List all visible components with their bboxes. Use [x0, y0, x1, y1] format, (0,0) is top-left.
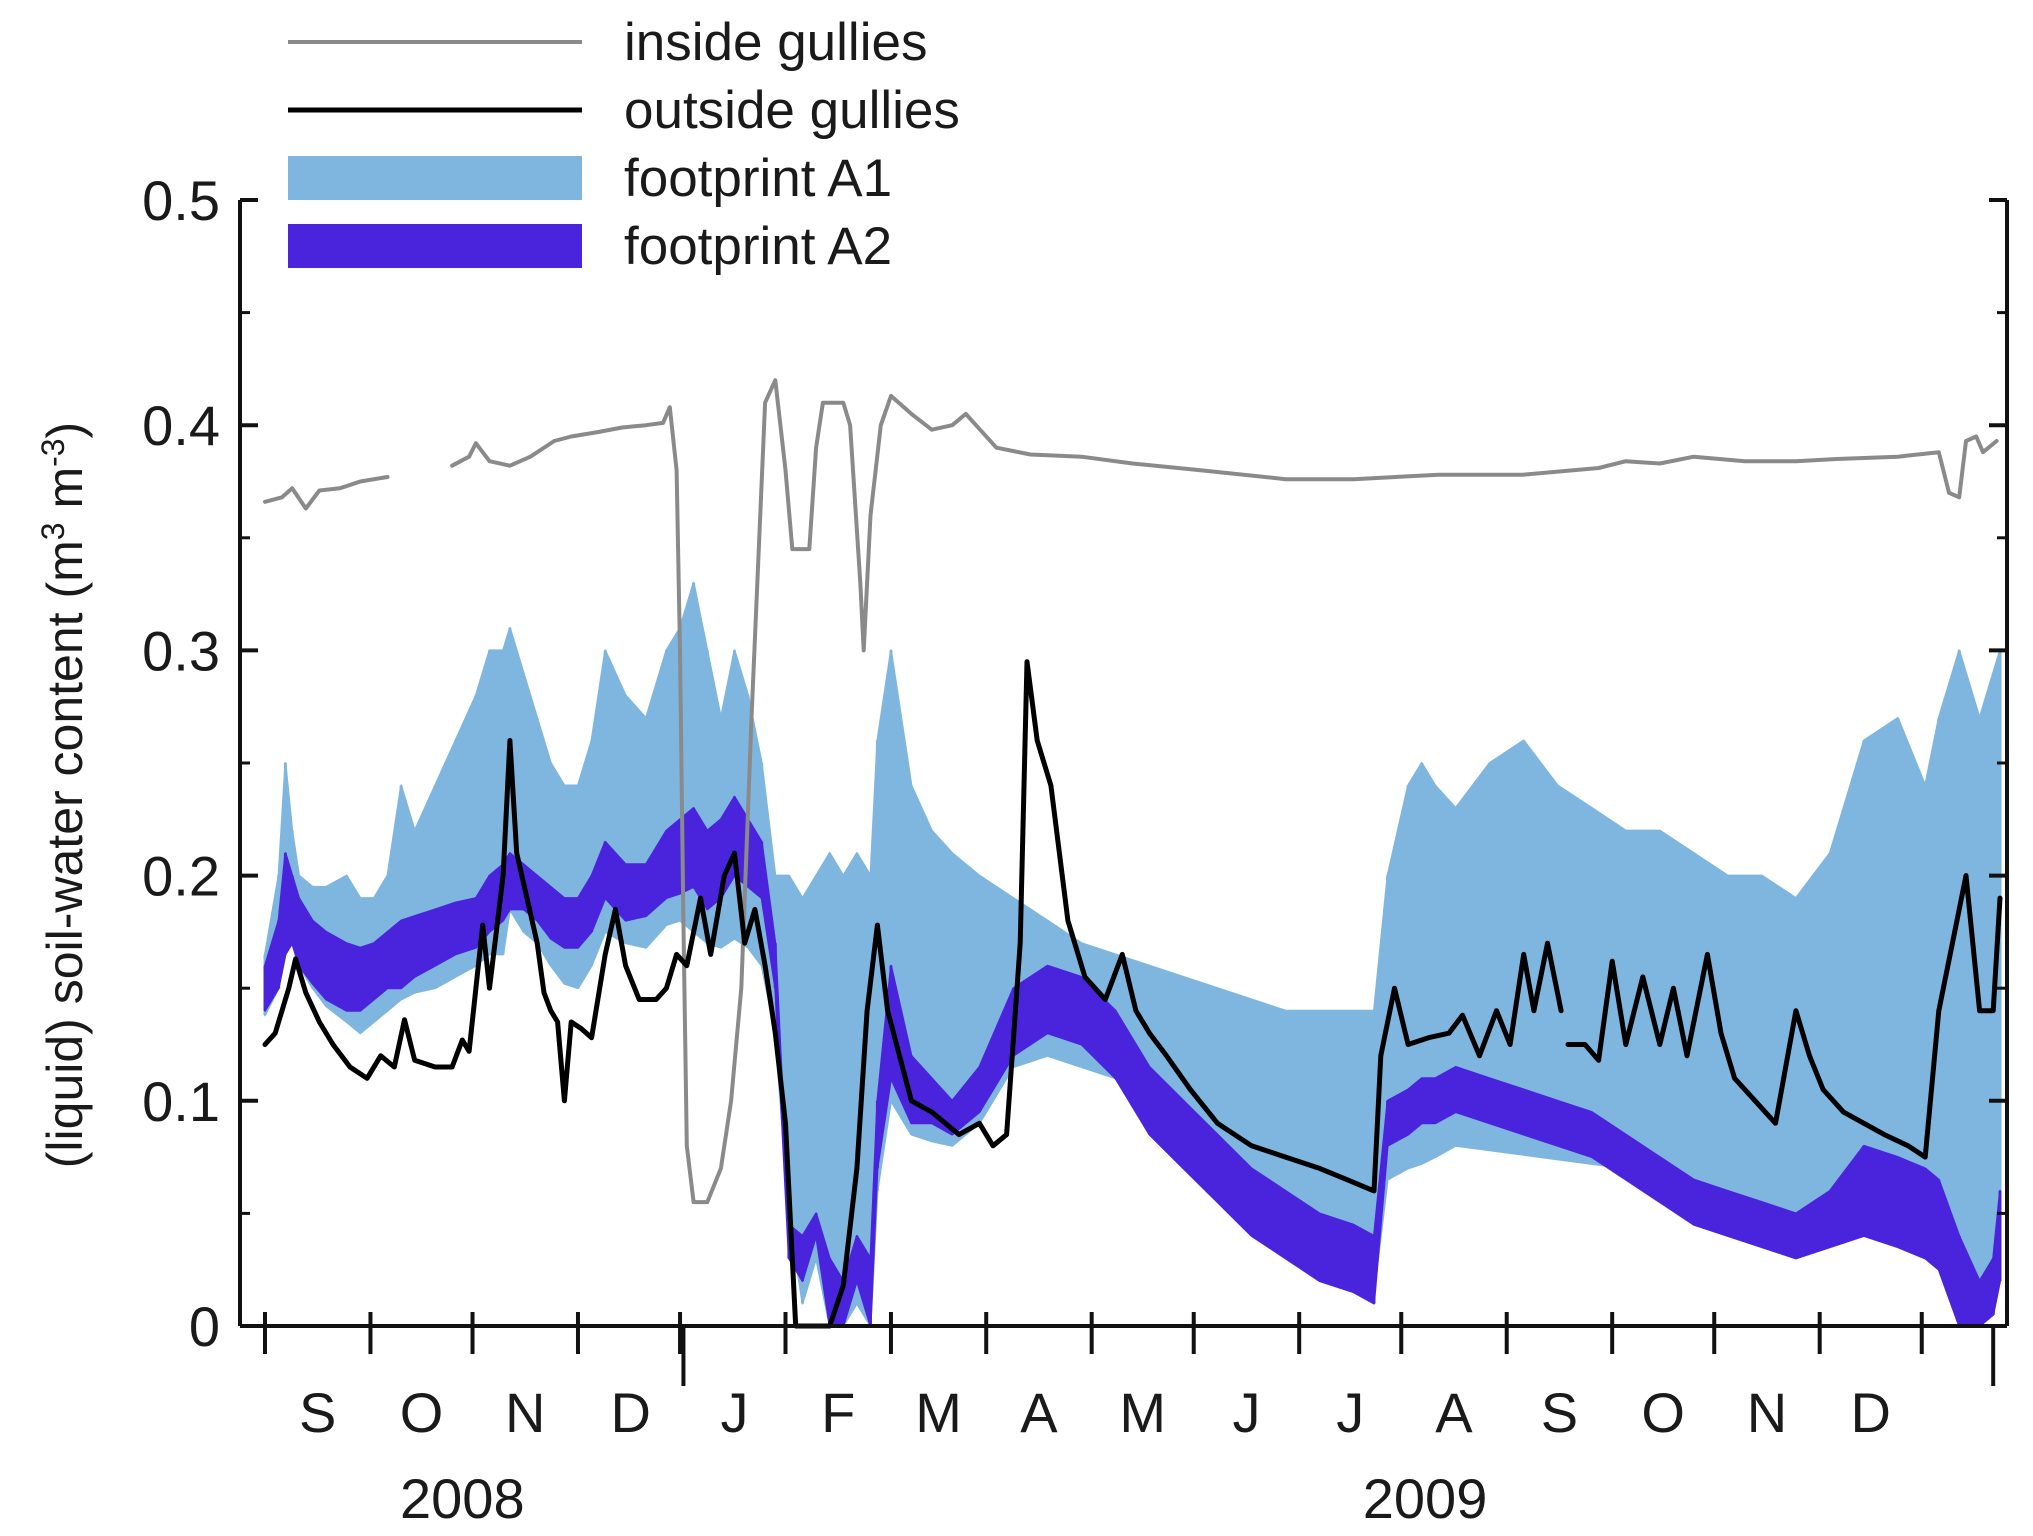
line-inside-gullies — [450, 378, 1999, 1205]
y-tick-label: 0.4 — [142, 394, 220, 457]
x-year-label: 2008 — [400, 1467, 525, 1530]
x-month-label: M — [915, 1381, 962, 1444]
y-tick-label: 0.2 — [142, 845, 220, 908]
footprint-bands — [263, 581, 2002, 1327]
x-month-label: O — [1641, 1381, 1685, 1444]
x-month-label: S — [1541, 1381, 1578, 1444]
legend-swatch — [288, 156, 582, 200]
x-month-label: N — [1747, 1381, 1787, 1444]
x-month-label: A — [1020, 1381, 1058, 1444]
line-outside-gullies — [1565, 873, 2003, 1160]
y-tick-label: 0.5 — [142, 169, 220, 232]
y-axis-title-end: ) — [37, 422, 93, 439]
legend-label: footprint A2 — [624, 217, 892, 276]
x-month-label: D — [1850, 1381, 1890, 1444]
legend: inside gullies outside gullies footprint A… — [288, 13, 960, 276]
y-axis-title: (liquid) soil-water content (m3 m-3) — [35, 422, 93, 1168]
x-month-label: M — [1119, 1381, 1166, 1444]
x-month-label: A — [1435, 1381, 1473, 1444]
x-month-label: F — [821, 1381, 855, 1444]
legend-label: inside gullies — [624, 13, 927, 72]
legend-swatch — [288, 224, 582, 268]
line-outside-gullies — [262, 659, 1564, 1329]
y-tick-label: 0.1 — [142, 1070, 220, 1133]
legend-label: footprint A1 — [624, 149, 892, 208]
x-month-label: N — [505, 1381, 545, 1444]
x-month-label: J — [1336, 1381, 1364, 1444]
x-month-label: O — [400, 1381, 444, 1444]
legend-label: outside gullies — [624, 81, 960, 140]
y-axis-title-sup2: -3 — [35, 438, 71, 466]
y-axis-title-mid: m — [37, 467, 93, 523]
x-year-label: 2009 — [1363, 1467, 1488, 1530]
y-tick-label: 0.3 — [142, 619, 220, 682]
y-axis-title-text: (liquid) soil-water content (m — [37, 540, 93, 1168]
y-tick-label: 0 — [189, 1295, 220, 1358]
y-axis-title-sup1: 3 — [35, 522, 71, 540]
x-month-label: J — [720, 1381, 748, 1444]
x-month-label: D — [610, 1381, 650, 1444]
x-month-label: S — [299, 1381, 336, 1444]
series-lines — [262, 378, 2003, 1329]
x-month-label: J — [1232, 1381, 1260, 1444]
line-inside-gullies — [263, 475, 390, 511]
